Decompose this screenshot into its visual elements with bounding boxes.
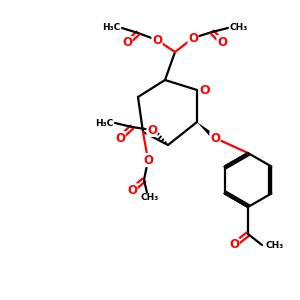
Text: O: O [200, 83, 210, 97]
Text: O: O [229, 238, 239, 251]
Text: H₃C: H₃C [102, 23, 120, 32]
Text: O: O [143, 154, 153, 166]
Text: CH₃: CH₃ [266, 241, 284, 250]
Text: O: O [122, 37, 132, 50]
Text: O: O [115, 131, 125, 145]
Text: O: O [147, 124, 157, 136]
Text: O: O [127, 184, 137, 196]
Text: CH₃: CH₃ [141, 194, 159, 202]
Text: O: O [152, 34, 162, 46]
Polygon shape [197, 122, 217, 140]
Text: O: O [210, 131, 220, 145]
Text: O: O [188, 32, 198, 44]
Text: H₃C: H₃C [95, 118, 113, 127]
Text: CH₃: CH₃ [230, 23, 248, 32]
Text: O: O [217, 35, 227, 49]
